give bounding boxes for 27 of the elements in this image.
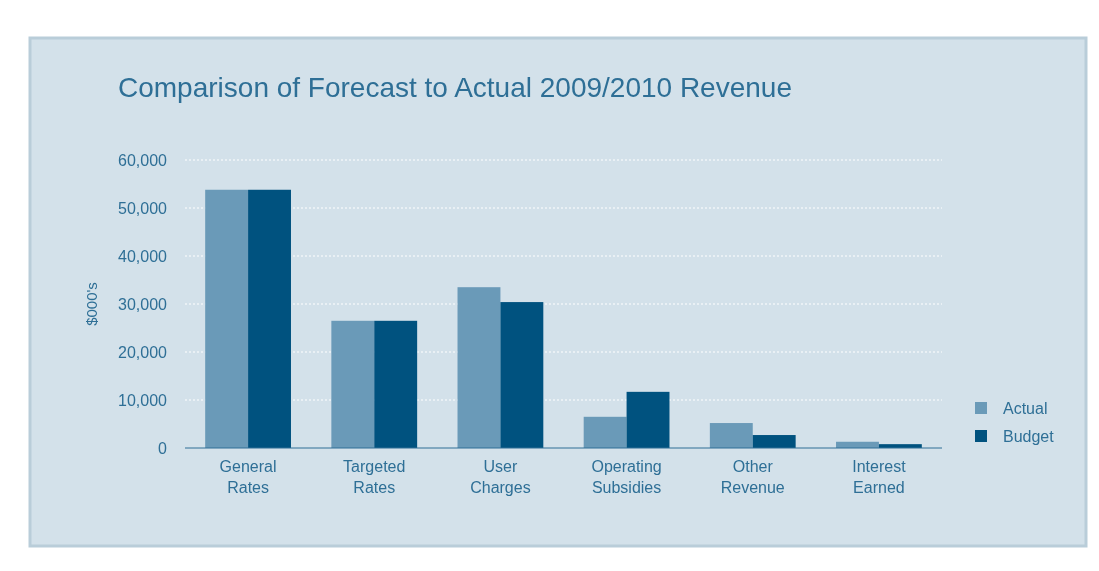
x-tick-label: General Rates	[219, 458, 277, 496]
x-tick-label: Interest Earned	[852, 458, 907, 496]
legend-label: Actual	[1003, 400, 1048, 417]
y-tick-label: 20,000	[118, 343, 168, 361]
y-tick-label: 30,000	[118, 295, 168, 313]
bar	[709, 423, 753, 448]
y-tick-label: 0	[158, 439, 168, 457]
bar	[626, 391, 670, 448]
chart-title: Comparison of Forecast to Actual 2009/2010 Revenue	[118, 72, 792, 103]
y-tick-label: 50,000	[118, 199, 168, 217]
x-tick-label: Targeted Rates	[343, 458, 406, 496]
x-tick-label: Operating Subsidies	[591, 458, 662, 496]
bar	[752, 435, 796, 448]
bar	[457, 287, 501, 448]
y-axis-title: $000's	[83, 282, 100, 326]
y-tick-label: 10,000	[118, 391, 168, 409]
bar	[248, 189, 291, 448]
bar	[374, 320, 418, 448]
bar	[205, 189, 249, 448]
y-tick-label: 40,000	[118, 247, 168, 265]
y-tick-label: 60,000	[118, 151, 168, 169]
x-tick-label: Other Revenue	[720, 458, 785, 496]
bar	[331, 320, 375, 448]
x-tick-label: User Charges	[470, 458, 531, 496]
bar	[583, 416, 627, 448]
legend-label: Budget	[1003, 428, 1055, 445]
bar	[500, 302, 544, 448]
